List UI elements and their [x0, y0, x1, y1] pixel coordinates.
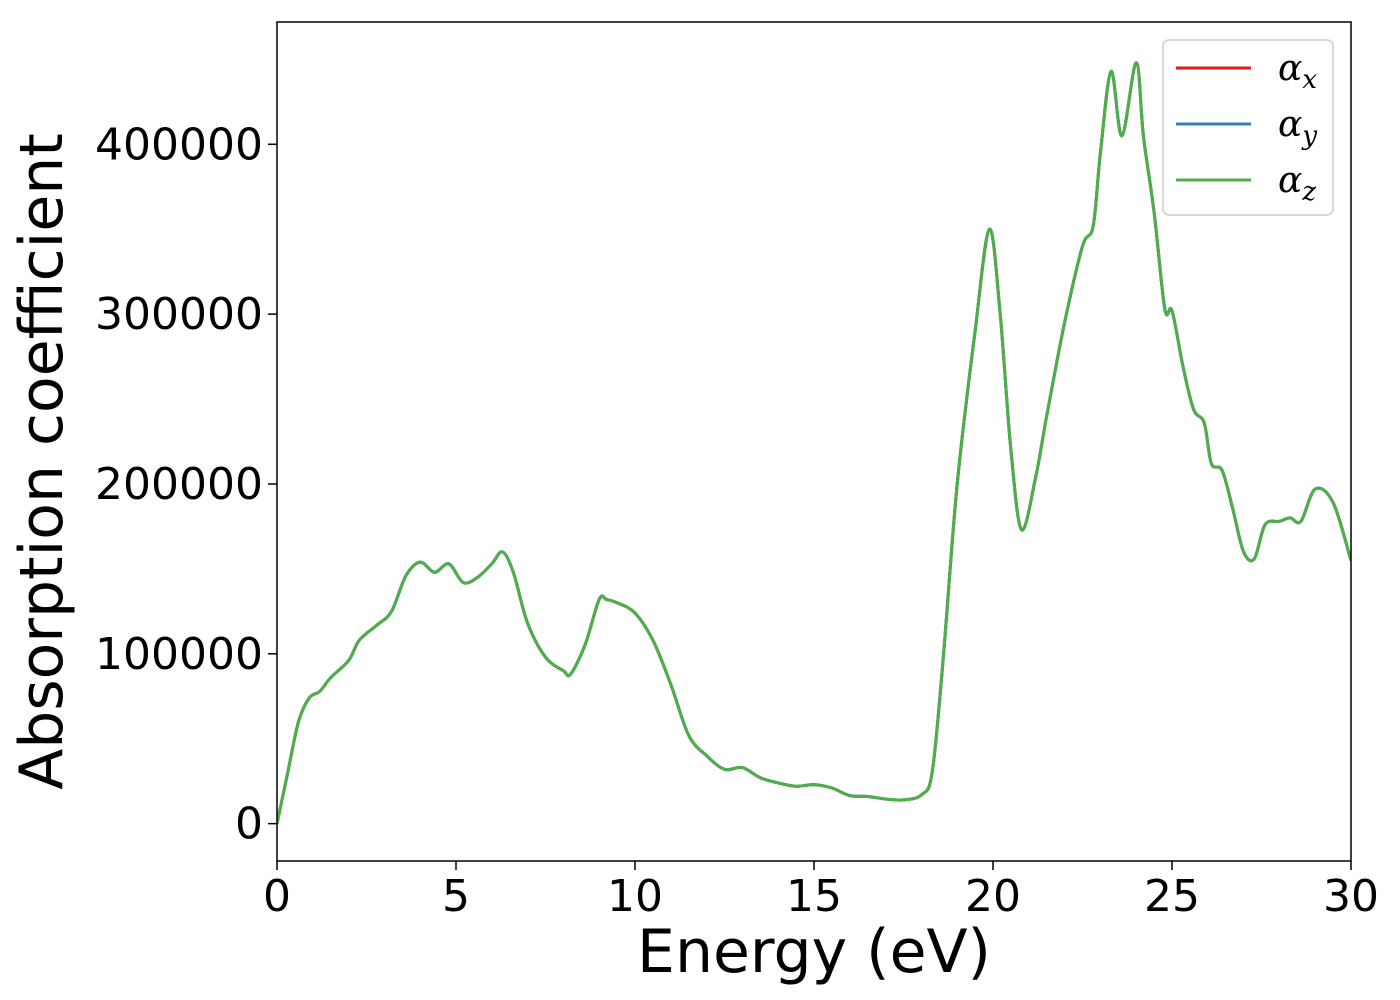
y-axis-title: Absorption coefficient [7, 133, 77, 790]
x-axis-ticks: 0 5 10 15 20 25 30 [263, 861, 1379, 922]
y-tick-label: 300000 [95, 289, 263, 340]
x-axis-title: Energy (eV) [637, 917, 991, 987]
y-tick-label: 0 [235, 799, 263, 850]
legend-box [1162, 39, 1334, 216]
legend: αx αy αz [1162, 39, 1334, 216]
y-tick-label: 100000 [95, 629, 263, 680]
y-tick-label: 200000 [95, 459, 263, 510]
x-tick-label: 5 [442, 871, 470, 922]
series-line-2 [277, 61, 1351, 824]
y-tick-label: 400000 [95, 119, 263, 170]
x-tick-label: 25 [1144, 871, 1200, 922]
series-layer [277, 61, 1351, 824]
x-tick-label: 0 [263, 871, 291, 922]
x-tick-label: 20 [965, 871, 1021, 922]
y-axis-ticks: 0 100000 200000 300000 400000 [95, 119, 277, 850]
legend-label-0: αx [1278, 48, 1317, 95]
x-tick-label: 10 [607, 871, 663, 922]
x-tick-label: 30 [1323, 871, 1379, 922]
x-tick-label: 15 [786, 871, 842, 922]
legend-label-1: αy [1278, 104, 1317, 151]
legend-label-2: αz [1278, 160, 1316, 207]
